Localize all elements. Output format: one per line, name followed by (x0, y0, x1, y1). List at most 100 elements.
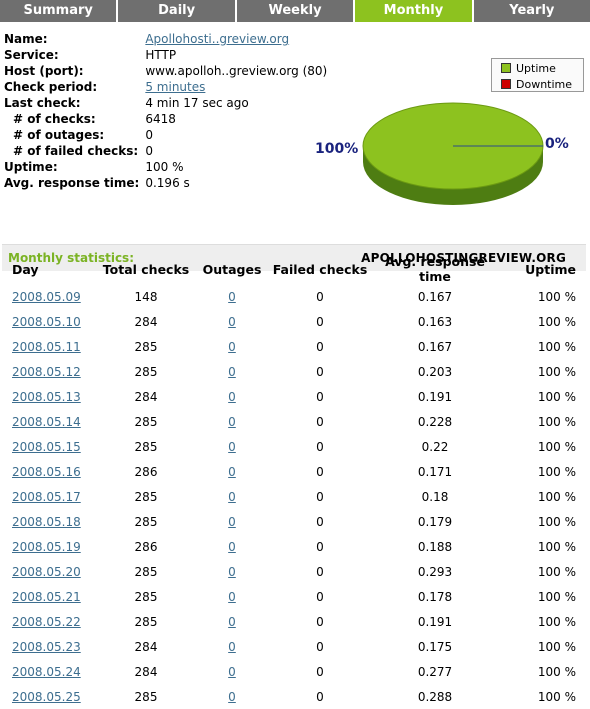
failed-checks-cell: 0 (316, 414, 324, 429)
failed-checks-cell: 0 (316, 389, 324, 404)
total-checks-cell: 285 (134, 564, 158, 579)
outages-link[interactable]: 0 (228, 564, 236, 579)
outages-link[interactable]: 0 (228, 464, 236, 479)
tab-yearly[interactable]: Yearly (473, 0, 590, 24)
avg-response-cell: 0.167 (417, 339, 453, 354)
outages-link[interactable]: 0 (228, 414, 236, 429)
day-link[interactable]: 2008.05.21 (12, 589, 81, 604)
avg-response-cell: 0.191 (417, 614, 453, 629)
day-link[interactable]: 2008.05.19 (12, 539, 81, 554)
outages-link[interactable]: 0 (228, 514, 236, 529)
avg-response-value: 0.196 s (145, 176, 190, 190)
uptime-cell: 100 % (537, 464, 576, 479)
day-link[interactable]: 2008.05.13 (12, 389, 81, 404)
avg-response-cell: 0.163 (417, 314, 453, 329)
failed-checks-cell: 0 (316, 489, 324, 504)
checks-count-value: 6418 (145, 112, 176, 126)
service-value: HTTP (145, 48, 177, 62)
day-link[interactable]: 2008.05.24 (12, 664, 81, 679)
monitor-info: Name: Apollohosti..greview.org Service: … (0, 24, 590, 271)
table-row: 2008.05.15 285 0 0 0.22 100 % (4, 434, 584, 459)
last-check-value: 4 min 17 sec ago (145, 96, 249, 110)
table-row: 2008.05.24 284 0 0 0.277 100 % (4, 659, 584, 684)
failed-checks-cell: 0 (316, 339, 324, 354)
day-link[interactable]: 2008.05.14 (12, 414, 81, 429)
outages-link[interactable]: 0 (228, 389, 236, 404)
failed-checks-cell: 0 (316, 514, 324, 529)
avg-response-cell: 0.22 (421, 439, 449, 454)
outages-link[interactable]: 0 (228, 539, 236, 554)
outages-link[interactable]: 0 (228, 364, 236, 379)
col-avg-response: Avg. response time (385, 254, 485, 284)
uptime-cell: 100 % (537, 364, 576, 379)
total-checks-cell: 284 (134, 639, 158, 654)
day-link[interactable]: 2008.05.11 (12, 339, 81, 354)
tab-summary[interactable]: Summary (0, 0, 119, 24)
uptime-cell: 100 % (537, 589, 576, 604)
outages-link[interactable]: 0 (228, 489, 236, 504)
day-link[interactable]: 2008.05.12 (12, 364, 81, 379)
failed-checks-cell: 0 (316, 289, 324, 304)
day-link[interactable]: 2008.05.10 (12, 314, 81, 329)
avg-response-cell: 0.293 (417, 564, 453, 579)
monthly-stats-table: Day Total checks Outages Failed checks A… (4, 254, 584, 709)
table-row: 2008.05.17 285 0 0 0.18 100 % (4, 484, 584, 509)
period-tabs: Summary Daily Weekly Monthly Yearly (0, 0, 590, 24)
avg-response-cell: 0.191 (417, 389, 453, 404)
avg-response-cell: 0.188 (417, 539, 453, 554)
day-link[interactable]: 2008.05.18 (12, 514, 81, 529)
day-link[interactable]: 2008.05.09 (12, 289, 81, 304)
total-checks-cell: 286 (134, 464, 158, 479)
outages-link[interactable]: 0 (228, 639, 236, 654)
check-period-link[interactable]: 5 minutes (145, 80, 206, 94)
failed-checks-cell: 0 (316, 639, 324, 654)
uptime-cell: 100 % (537, 289, 576, 304)
total-checks-cell: 285 (134, 414, 158, 429)
total-checks-cell: 285 (134, 514, 158, 529)
col-day: Day (12, 261, 39, 277)
total-checks-cell: 284 (134, 314, 158, 329)
table-row: 2008.05.10 284 0 0 0.163 100 % (4, 309, 584, 334)
failed-checks-value: 0 (145, 144, 153, 158)
failed-checks-cell: 0 (316, 614, 324, 629)
outages-link[interactable]: 0 (228, 314, 236, 329)
outages-link[interactable]: 0 (228, 689, 236, 704)
avg-response-cell: 0.179 (417, 514, 453, 529)
outages-link[interactable]: 0 (228, 664, 236, 679)
outages-link[interactable]: 0 (228, 289, 236, 304)
table-row: 2008.05.23 284 0 0 0.175 100 % (4, 634, 584, 659)
table-row: 2008.05.16 286 0 0 0.171 100 % (4, 459, 584, 484)
failed-checks-cell: 0 (316, 539, 324, 554)
tab-daily[interactable]: Daily (118, 0, 237, 24)
name-link[interactable]: Apollohosti..greview.org (145, 32, 290, 46)
total-checks-cell: 285 (134, 689, 158, 704)
day-link[interactable]: 2008.05.15 (12, 439, 81, 454)
uptime-cell: 100 % (537, 664, 576, 679)
failed-checks-cell: 0 (316, 589, 324, 604)
stats-title: Monthly statistics: (8, 251, 134, 265)
check-period-label: Check period: (4, 80, 98, 94)
failed-checks-cell: 0 (316, 664, 324, 679)
day-link[interactable]: 2008.05.16 (12, 464, 81, 479)
outages-count-label: # of outages: (13, 128, 105, 142)
tab-weekly[interactable]: Weekly (236, 0, 356, 24)
outages-link[interactable]: 0 (228, 339, 236, 354)
day-link[interactable]: 2008.05.22 (12, 614, 81, 629)
day-link[interactable]: 2008.05.23 (12, 639, 81, 654)
uptime-cell: 100 % (537, 564, 576, 579)
avg-response-cell: 0.167 (417, 289, 453, 304)
failed-checks-cell: 0 (316, 689, 324, 704)
day-link[interactable]: 2008.05.20 (12, 564, 81, 579)
outages-link[interactable]: 0 (228, 439, 236, 454)
tab-monthly[interactable]: Monthly (355, 0, 474, 24)
table-row: 2008.05.13 284 0 0 0.191 100 % (4, 384, 584, 409)
outages-count-value: 0 (145, 128, 153, 142)
pie-label-uptime: 100% (315, 141, 358, 157)
outages-link[interactable]: 0 (228, 614, 236, 629)
avg-response-cell: 0.288 (417, 689, 453, 704)
host-label: Host (port): (4, 64, 84, 78)
outages-link[interactable]: 0 (228, 589, 236, 604)
total-checks-cell: 286 (134, 539, 158, 554)
day-link[interactable]: 2008.05.17 (12, 489, 81, 504)
day-link[interactable]: 2008.05.25 (12, 689, 81, 704)
